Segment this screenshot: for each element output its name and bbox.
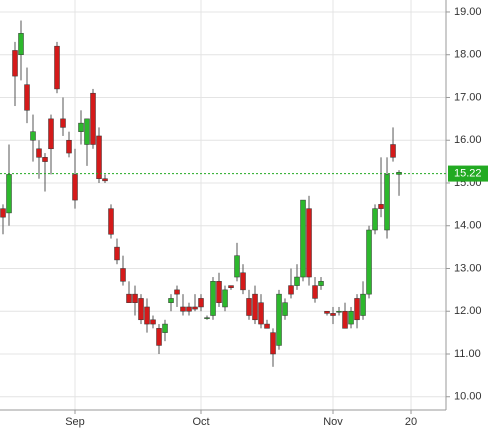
candle-body	[60, 118, 66, 128]
candle-body	[390, 144, 396, 158]
candle-body	[324, 310, 330, 314]
candle-body	[78, 122, 84, 132]
candle-body	[180, 306, 186, 312]
candle-body	[48, 118, 54, 150]
candle-body	[210, 281, 216, 316]
candle-body	[204, 317, 210, 319]
candle-body	[96, 135, 102, 179]
candle-body	[24, 84, 30, 111]
candle-body	[354, 298, 360, 321]
candle-body	[6, 174, 12, 214]
candle-body	[360, 293, 366, 316]
candle-body	[102, 178, 108, 182]
candle-body	[120, 268, 126, 282]
candle-body	[300, 199, 306, 278]
candle-body	[270, 332, 276, 355]
candle-body	[174, 289, 180, 295]
candle-body	[282, 302, 288, 316]
y-tick-label: 18.00	[454, 49, 482, 61]
y-tick-label: 13.00	[454, 262, 482, 274]
candle-body	[126, 293, 132, 303]
candle-body	[258, 302, 264, 325]
y-tick-label: 17.00	[454, 91, 482, 103]
candle-body	[150, 319, 156, 325]
candle-body	[246, 298, 252, 316]
candle-body	[0, 208, 6, 218]
candle-body	[156, 328, 162, 346]
candle-body	[342, 310, 348, 329]
candle-body	[198, 298, 204, 308]
candle-body	[318, 281, 324, 286]
x-tick-label: 20	[405, 416, 417, 428]
x-tick-label: Sep	[65, 416, 85, 428]
candle-body	[366, 229, 372, 295]
candle-body	[114, 246, 120, 261]
candle-body	[30, 131, 36, 141]
candle-body	[294, 276, 300, 286]
candle-body	[234, 255, 240, 278]
candle-body	[240, 272, 246, 291]
y-tick-label: 19.00	[454, 6, 482, 18]
candle-body	[330, 313, 336, 316]
candle-body	[54, 45, 60, 90]
candle-body	[216, 281, 222, 303]
candle-body	[108, 208, 114, 235]
candle-body	[276, 293, 282, 346]
last-price-box	[448, 165, 488, 182]
candle-body	[378, 204, 384, 209]
candle-body	[72, 174, 78, 201]
candle-body	[372, 208, 378, 231]
candle-body	[288, 285, 294, 295]
candle-body	[264, 323, 270, 329]
candle-body	[222, 289, 228, 308]
candle-body	[66, 139, 72, 154]
candle-body	[36, 148, 42, 158]
candle-body	[312, 285, 318, 299]
candle-body	[90, 92, 96, 145]
y-tick-label: 16.00	[454, 134, 482, 146]
candle-body	[336, 310, 342, 313]
y-tick-label: 14.00	[454, 220, 482, 232]
candle-body	[192, 306, 198, 310]
candle-body	[42, 157, 48, 162]
candle-body	[384, 174, 390, 231]
y-tick-label: 12.00	[454, 305, 482, 317]
candle-body	[228, 285, 234, 288]
last-price-label: 15.22	[454, 167, 482, 179]
candle-body	[138, 298, 144, 321]
candle-body	[132, 293, 138, 303]
x-tick-label: Nov	[323, 416, 343, 428]
candle-body	[84, 118, 90, 145]
candle-body	[252, 293, 258, 321]
candle-body	[144, 306, 150, 325]
y-tick-label: 11.00	[454, 348, 481, 360]
candle-body	[12, 50, 18, 77]
y-tick-label: 10.00	[454, 391, 482, 403]
candle-body	[306, 208, 312, 278]
x-tick-label: Oct	[192, 416, 209, 428]
candle-body	[348, 310, 354, 325]
candle-body	[162, 323, 168, 333]
candle-body	[168, 298, 174, 303]
candle-body	[186, 306, 192, 312]
candle-body	[18, 33, 24, 55]
